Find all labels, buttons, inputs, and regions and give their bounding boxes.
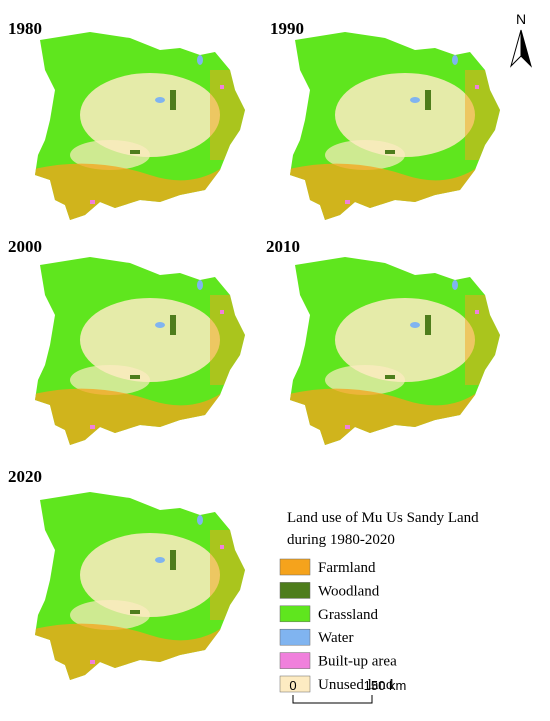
legend-label: Farmland <box>318 560 376 576</box>
legend-label: Grassland <box>318 607 378 623</box>
land-use-map <box>30 490 250 690</box>
scale-bar: 0 150 km <box>289 678 407 704</box>
land-use-map <box>285 255 505 455</box>
legend-swatch <box>279 652 311 669</box>
legend-title: during 1980-2020 <box>287 532 395 548</box>
legend-label: Built-up area <box>318 654 397 670</box>
legend-swatch <box>279 675 311 693</box>
year-label: 1990 <box>270 19 304 38</box>
legend: Farmland Woodland Grassland Water Built-up a… <box>279 558 397 693</box>
legend-label: Water <box>318 630 353 646</box>
legend-swatch <box>279 582 311 599</box>
legend-swatch <box>279 605 311 623</box>
land-use-map <box>285 30 505 230</box>
legend-title: Land use of Mu Us Sandy Land <box>287 510 479 526</box>
year-label: 2010 <box>266 237 300 256</box>
year-label: 1980 <box>8 19 42 38</box>
scale-label: 150 km <box>364 678 407 693</box>
land-use-map <box>30 255 250 455</box>
scale-label: 0 <box>289 678 296 693</box>
legend-swatch <box>279 558 311 576</box>
year-label: 2000 <box>8 237 42 256</box>
north-arrow: N <box>510 11 532 68</box>
north-label: N <box>516 11 526 27</box>
land-use-map <box>30 30 250 230</box>
legend-label: Unused land <box>318 677 394 693</box>
legend-label: Woodland <box>318 583 380 599</box>
year-label: 2020 <box>8 467 42 486</box>
legend-swatch <box>279 628 311 646</box>
